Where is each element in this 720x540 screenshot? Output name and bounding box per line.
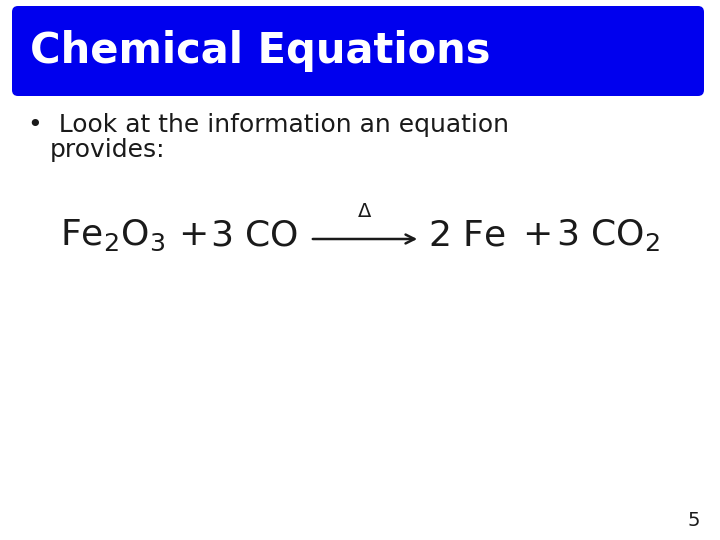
Text: $\mathrm{2\ Fe}$: $\mathrm{2\ Fe}$ — [428, 218, 505, 252]
Text: •  Look at the information an equation: • Look at the information an equation — [28, 113, 509, 137]
Text: $\mathrm{Fe_2O_3}$: $\mathrm{Fe_2O_3}$ — [60, 217, 165, 253]
FancyBboxPatch shape — [12, 6, 704, 96]
Text: 5: 5 — [688, 511, 700, 530]
Text: Chemical Equations: Chemical Equations — [30, 30, 490, 72]
Text: provides:: provides: — [50, 138, 166, 162]
Text: $\mathrm{3\ CO_2}$: $\mathrm{3\ CO_2}$ — [556, 217, 660, 253]
Text: $\mathrm{3\ CO}$: $\mathrm{3\ CO}$ — [210, 218, 298, 252]
Text: $+$: $+$ — [178, 218, 207, 252]
Text: $\Delta$: $\Delta$ — [357, 203, 372, 221]
Text: $+$: $+$ — [522, 218, 551, 252]
